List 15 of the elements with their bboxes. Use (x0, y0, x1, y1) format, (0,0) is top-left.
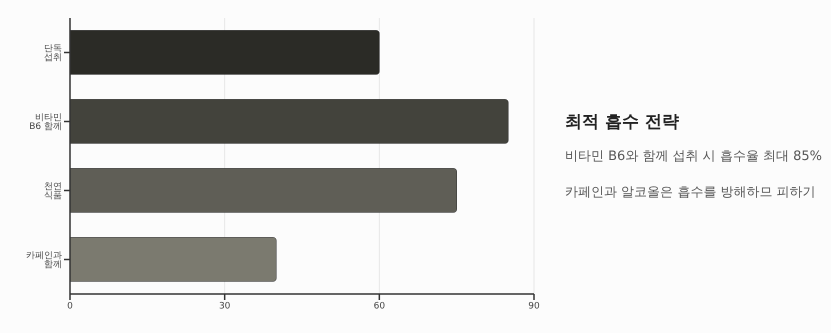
y-tick-label: 천연 식품 (44, 182, 62, 202)
bar (70, 99, 508, 144)
x-tick-label: 30 (218, 301, 231, 312)
text: 비타민 B6와 함께 섭취 시 흡수율 최대 85% (565, 148, 824, 165)
text: 최적 흡수 전략 (565, 111, 680, 133)
y-tick-label: 카페인과 함께 (26, 251, 62, 270)
y-tick-label: 단독 섭취 (44, 44, 62, 64)
bar (70, 237, 276, 282)
bar (70, 30, 380, 75)
x-tick-label: 60 (374, 301, 386, 312)
x-tick-label: 90 (528, 301, 540, 312)
text: 카페인과 알코올은 흡수를 방해하므 피하기 (565, 184, 817, 201)
y-tick-label: 비타민 B6 함께 (29, 113, 62, 132)
bar (70, 168, 457, 213)
x-tick-label: 0 (67, 301, 74, 312)
